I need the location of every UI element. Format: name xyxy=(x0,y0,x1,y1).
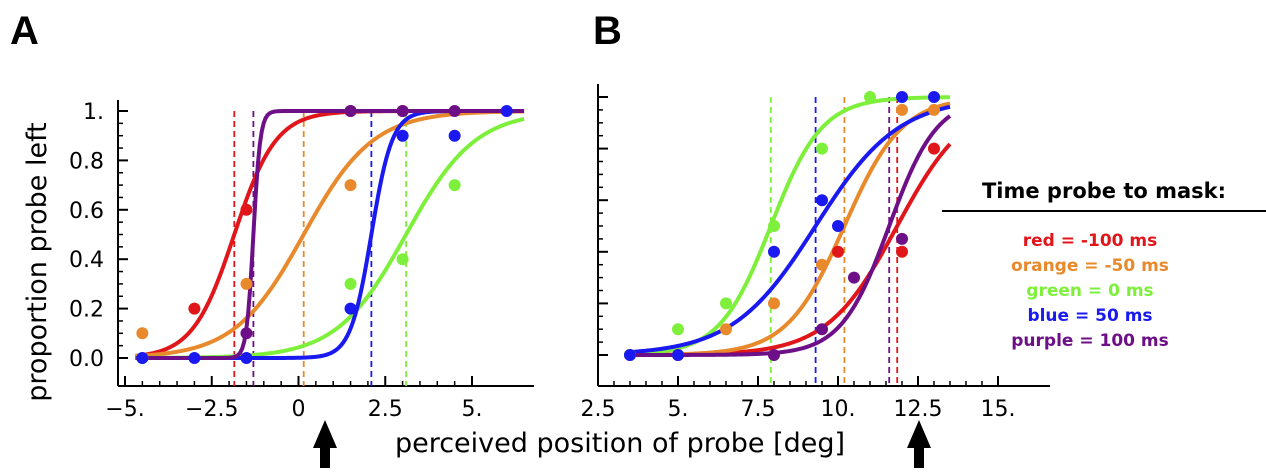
data-point xyxy=(136,352,149,364)
data-point xyxy=(896,245,908,258)
x-axis-title: perceived position of probe [deg] xyxy=(395,428,845,459)
y-tick-label: 0.0 xyxy=(69,347,104,372)
y-tick-label: 0.2 xyxy=(69,298,104,323)
x-tick-label: 12.5 xyxy=(894,397,943,422)
data-point xyxy=(344,179,357,192)
legend-entry-red: red = -100 ms xyxy=(1023,231,1157,251)
data-point xyxy=(832,220,844,232)
data-point xyxy=(344,302,357,315)
data-point xyxy=(816,142,828,155)
data-point xyxy=(344,105,357,117)
data-point xyxy=(928,142,940,155)
legend-entry-orange: orange = -50 ms xyxy=(1011,256,1169,276)
data-point xyxy=(720,297,732,310)
data-point xyxy=(448,105,461,117)
x-tick-label: 0 xyxy=(292,397,306,422)
fit-curve xyxy=(629,95,951,356)
data-point xyxy=(448,129,461,142)
data-point xyxy=(864,91,876,103)
fit-curve xyxy=(629,104,951,355)
x-tick-label: 10. xyxy=(821,397,856,422)
data-point xyxy=(188,352,201,364)
data-point xyxy=(240,352,253,364)
y-tick-label: 0.4 xyxy=(69,248,104,273)
data-point xyxy=(240,203,253,216)
data-point xyxy=(672,323,684,336)
data-point xyxy=(816,194,828,207)
data-point xyxy=(768,245,780,258)
data-point xyxy=(188,302,201,315)
data-point xyxy=(832,245,844,258)
y-tick-label: 0.6 xyxy=(69,199,104,224)
legend: Time probe to mask: red = -100 ms orange… xyxy=(942,179,1266,351)
legend-entry-green: green = 0 ms xyxy=(1026,281,1153,301)
legend-entry-purple: purple = 100 ms xyxy=(1011,331,1169,351)
data-point xyxy=(448,179,461,192)
data-point xyxy=(396,129,409,142)
data-point xyxy=(396,253,409,266)
data-point xyxy=(240,327,253,340)
data-point xyxy=(624,349,636,361)
data-point xyxy=(816,258,828,271)
legend-title: Time probe to mask: xyxy=(982,179,1226,203)
y-tick-label: 1. xyxy=(83,100,104,125)
x-tick-label: −5. xyxy=(105,397,144,422)
data-point xyxy=(672,349,684,361)
data-point xyxy=(500,105,513,117)
x-tick-label: 2.5 xyxy=(581,397,616,422)
data-point xyxy=(136,327,149,340)
data-point xyxy=(768,349,780,361)
data-point xyxy=(928,91,940,103)
data-point xyxy=(896,103,908,116)
data-point xyxy=(896,91,908,103)
legend-entry-blue: blue = 50 ms xyxy=(1027,306,1152,326)
x-tick-label: 15. xyxy=(981,397,1016,422)
data-point xyxy=(928,103,940,116)
x-tick-label: 5. xyxy=(668,397,689,422)
x-tick-label: 5. xyxy=(462,397,483,422)
data-point xyxy=(848,271,860,284)
data-point xyxy=(768,297,780,310)
plot-panel-b: 2.5 5. 7.5 10. 12.5 15. xyxy=(581,84,1050,422)
data-point xyxy=(896,232,908,245)
x-tick-label: 2.5 xyxy=(368,397,403,422)
x-tick-label: 7.5 xyxy=(741,397,776,422)
data-point xyxy=(240,277,253,290)
y-axis-title: proportion probe left xyxy=(22,122,53,401)
data-point xyxy=(816,323,828,336)
data-point xyxy=(768,220,780,232)
fit-curve xyxy=(629,101,951,357)
data-point xyxy=(344,277,357,290)
y-tick-label: 0.8 xyxy=(69,149,104,174)
panel-a-letter: A xyxy=(10,9,39,53)
plot-panel-a: −5. −2.5 0 2.5 5. 0.0 0.2 0.4 0.6 0.8 1. xyxy=(69,100,534,422)
fit-curve xyxy=(135,117,525,360)
arrow-up-icon xyxy=(907,420,931,468)
x-tick-label: −2.5 xyxy=(185,397,238,422)
data-point xyxy=(396,105,409,117)
panel-b-letter: B xyxy=(593,9,622,53)
data-point xyxy=(720,323,732,336)
arrow-up-icon xyxy=(313,420,337,468)
